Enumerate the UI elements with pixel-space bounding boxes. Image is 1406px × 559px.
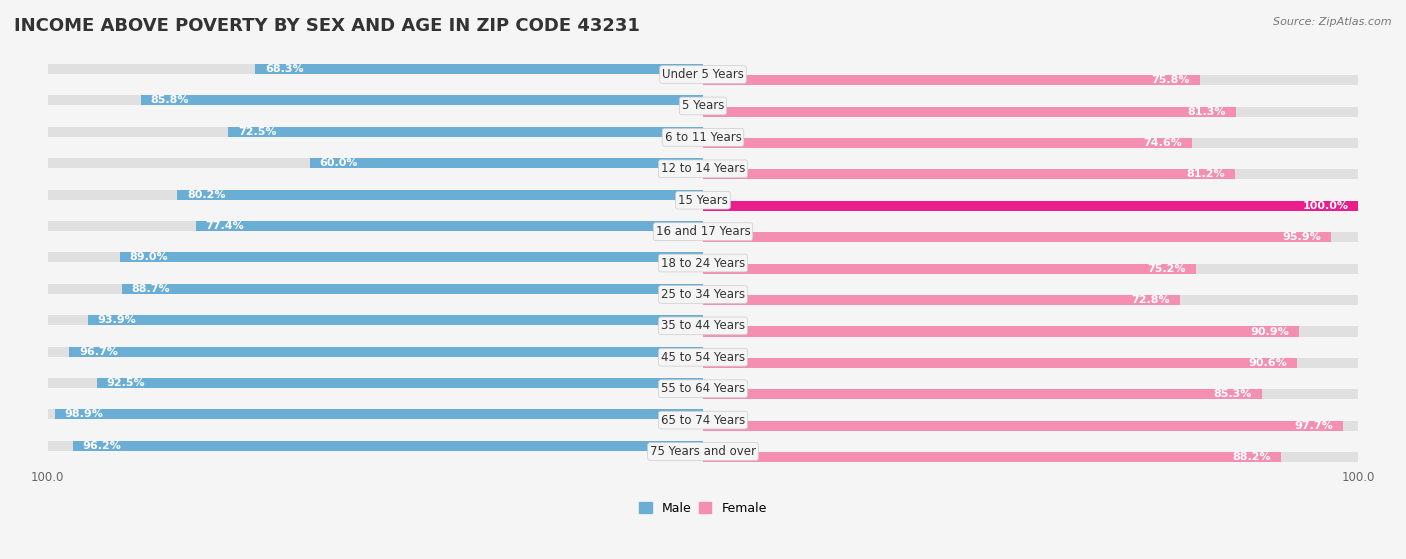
Text: 92.5%: 92.5% xyxy=(107,378,145,388)
Bar xyxy=(195,221,703,231)
Bar xyxy=(703,389,1263,399)
Bar xyxy=(69,347,703,357)
Bar xyxy=(703,264,1358,274)
Bar xyxy=(73,441,703,451)
Text: 15 Years: 15 Years xyxy=(678,194,728,207)
Bar xyxy=(703,295,1358,305)
Text: 75 Years and over: 75 Years and over xyxy=(650,445,756,458)
Bar xyxy=(177,190,703,200)
Text: 25 to 34 Years: 25 to 34 Years xyxy=(661,288,745,301)
Bar xyxy=(48,347,703,357)
Text: 12 to 14 Years: 12 to 14 Years xyxy=(661,162,745,176)
Text: 100.0%: 100.0% xyxy=(1302,201,1348,211)
Text: 85.8%: 85.8% xyxy=(150,95,190,105)
Bar xyxy=(703,264,1195,274)
Bar xyxy=(87,315,703,325)
Bar xyxy=(48,252,703,262)
Text: 55 to 64 Years: 55 to 64 Years xyxy=(661,382,745,395)
Bar xyxy=(48,64,703,74)
Bar xyxy=(703,421,1343,431)
Text: 85.3%: 85.3% xyxy=(1213,389,1253,399)
Text: 74.6%: 74.6% xyxy=(1143,138,1182,148)
Legend: Male, Female: Male, Female xyxy=(634,497,772,520)
Bar xyxy=(141,95,703,105)
Text: 5 Years: 5 Years xyxy=(682,100,724,112)
Bar xyxy=(703,295,1180,305)
Bar xyxy=(703,138,1358,148)
Bar xyxy=(48,95,703,105)
Text: 45 to 54 Years: 45 to 54 Years xyxy=(661,351,745,364)
Text: 90.6%: 90.6% xyxy=(1249,358,1286,368)
Bar xyxy=(122,284,703,294)
Bar xyxy=(48,284,703,294)
Bar xyxy=(703,75,1358,85)
Text: 88.7%: 88.7% xyxy=(132,284,170,294)
Bar xyxy=(228,127,703,137)
Bar xyxy=(703,107,1236,117)
Text: 77.4%: 77.4% xyxy=(205,221,245,231)
Text: 18 to 24 Years: 18 to 24 Years xyxy=(661,257,745,269)
Bar xyxy=(703,326,1299,337)
Bar xyxy=(703,107,1358,117)
Bar xyxy=(703,169,1234,179)
Text: Under 5 Years: Under 5 Years xyxy=(662,68,744,81)
Text: 80.2%: 80.2% xyxy=(187,190,226,200)
Bar xyxy=(703,452,1281,462)
Bar xyxy=(703,358,1296,368)
Text: 65 to 74 Years: 65 to 74 Years xyxy=(661,414,745,427)
Text: 72.8%: 72.8% xyxy=(1132,295,1170,305)
Bar xyxy=(703,138,1192,148)
Text: 95.9%: 95.9% xyxy=(1282,233,1322,242)
Text: 100.0: 100.0 xyxy=(31,471,65,484)
Text: Source: ZipAtlas.com: Source: ZipAtlas.com xyxy=(1274,17,1392,27)
Bar xyxy=(48,409,703,419)
Bar xyxy=(55,409,703,419)
Text: 88.2%: 88.2% xyxy=(1233,452,1271,462)
Text: 75.8%: 75.8% xyxy=(1152,75,1189,85)
Text: 90.9%: 90.9% xyxy=(1250,326,1289,337)
Text: 72.5%: 72.5% xyxy=(238,127,277,137)
Bar xyxy=(703,169,1358,179)
Text: INCOME ABOVE POVERTY BY SEX AND AGE IN ZIP CODE 43231: INCOME ABOVE POVERTY BY SEX AND AGE IN Z… xyxy=(14,17,640,35)
Text: 6 to 11 Years: 6 to 11 Years xyxy=(665,131,741,144)
Bar xyxy=(48,221,703,231)
Bar xyxy=(48,127,703,137)
Bar xyxy=(703,201,1358,211)
Bar xyxy=(48,158,703,168)
Text: 89.0%: 89.0% xyxy=(129,252,169,262)
Text: 97.7%: 97.7% xyxy=(1295,421,1333,431)
Bar xyxy=(703,452,1358,462)
Bar xyxy=(703,232,1358,242)
Text: 96.7%: 96.7% xyxy=(79,347,118,357)
Text: 68.3%: 68.3% xyxy=(266,64,304,74)
Bar xyxy=(48,378,703,388)
Text: 35 to 44 Years: 35 to 44 Years xyxy=(661,319,745,333)
Bar xyxy=(97,378,703,388)
Text: 93.9%: 93.9% xyxy=(97,315,136,325)
Bar xyxy=(48,190,703,200)
Bar xyxy=(309,158,703,168)
Bar xyxy=(703,232,1331,242)
Bar xyxy=(703,358,1358,368)
Text: 60.0%: 60.0% xyxy=(319,158,359,168)
Bar xyxy=(703,421,1358,431)
Text: 16 and 17 Years: 16 and 17 Years xyxy=(655,225,751,238)
Text: 75.2%: 75.2% xyxy=(1147,264,1185,274)
Bar xyxy=(256,64,703,74)
Text: 96.2%: 96.2% xyxy=(83,441,121,451)
Bar xyxy=(48,441,703,451)
Bar xyxy=(703,326,1358,337)
Bar xyxy=(120,252,703,262)
Text: 98.9%: 98.9% xyxy=(65,409,104,419)
Bar xyxy=(703,201,1358,211)
Text: 100.0: 100.0 xyxy=(1341,471,1375,484)
Bar xyxy=(48,315,703,325)
Text: 81.3%: 81.3% xyxy=(1188,107,1226,117)
Text: 81.2%: 81.2% xyxy=(1187,169,1225,179)
Bar xyxy=(703,75,1199,85)
Bar xyxy=(703,389,1358,399)
